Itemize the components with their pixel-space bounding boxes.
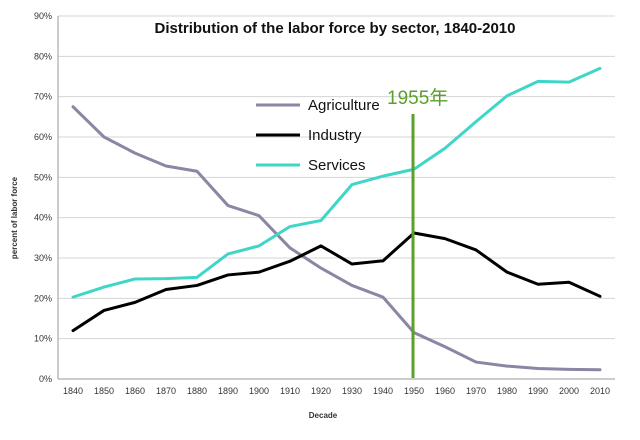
- y-tick-label: 60%: [34, 132, 52, 142]
- x-tick-label: 1960: [435, 386, 455, 396]
- y-tick-label: 0%: [39, 374, 52, 384]
- x-tick-label: 1870: [156, 386, 176, 396]
- x-tick-label: 1970: [466, 386, 486, 396]
- y-tick-label: 80%: [34, 51, 52, 61]
- x-tick-label: 1920: [311, 386, 331, 396]
- series-lines: [71, 66, 602, 372]
- x-tick-label: 1860: [125, 386, 145, 396]
- x-axis-title: Decade: [309, 411, 338, 420]
- gridlines: [58, 15, 615, 380]
- x-tick-label: 1930: [342, 386, 362, 396]
- series-line-agriculture: [71, 105, 602, 372]
- x-tick-label: 1980: [497, 386, 517, 396]
- y-axis-title: percent of labor force: [10, 176, 19, 259]
- y-tick-label: 20%: [34, 293, 52, 303]
- x-tick-label: 1940: [373, 386, 393, 396]
- x-tick-label: 1890: [218, 386, 238, 396]
- chart-title: Distribution of the labor force by secto…: [155, 20, 516, 37]
- x-tick-label: 1850: [94, 386, 114, 396]
- x-tick-label: 1910: [280, 386, 300, 396]
- x-tick-label: 1950: [404, 386, 424, 396]
- y-tick-label: 70%: [34, 92, 52, 102]
- x-tick-label: 2010: [590, 386, 610, 396]
- legend: Agriculture Industry Services: [256, 97, 380, 174]
- y-tick-label: 40%: [34, 213, 52, 223]
- series-line-services: [71, 66, 602, 299]
- x-tick-label: 1990: [528, 386, 548, 396]
- legend-label-agriculture: Agriculture: [308, 97, 380, 114]
- legend-label-services: Services: [308, 157, 366, 174]
- y-tick-label: 50%: [34, 172, 52, 182]
- x-tick-label: 1900: [249, 386, 269, 396]
- annotations: 1955年: [387, 87, 448, 378]
- y-tick-label: 30%: [34, 253, 52, 263]
- y-tick-label: 90%: [34, 11, 52, 21]
- x-tick-label: 2000: [559, 386, 579, 396]
- x-tick-label: 1840: [63, 386, 83, 396]
- x-tick-label: 1880: [187, 386, 207, 396]
- axes: 0% 10% 20% 30% 40% 50% 60% 70% 80% 90% 1840 1850 186…: [34, 11, 615, 396]
- series-line-industry: [71, 231, 602, 333]
- annotation-label: 1955年: [387, 87, 448, 109]
- legend-label-industry: Industry: [308, 127, 362, 144]
- y-tick-label: 10%: [34, 334, 52, 344]
